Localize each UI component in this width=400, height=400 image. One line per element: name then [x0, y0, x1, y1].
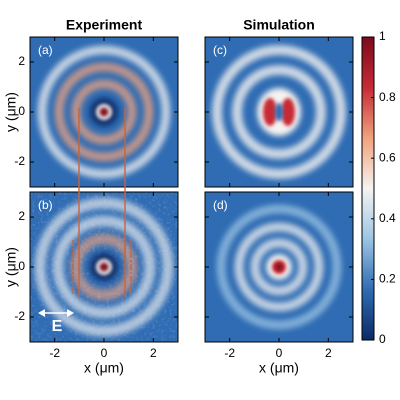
panel-title: Simulation	[243, 17, 315, 33]
center	[275, 103, 283, 121]
colorbar-tick-label: 0	[379, 332, 386, 346]
polarization-guides	[72, 108, 132, 297]
intensity-pattern	[37, 45, 171, 179]
core	[99, 262, 109, 272]
intensity-pattern	[30, 192, 178, 342]
panel-label: (a)	[38, 43, 53, 57]
ring	[232, 65, 326, 159]
plots: -2 0 2 Experiment (a) y (μm) -2 0 2 -2 0 2 (b) x (μm)…	[3, 17, 396, 376]
heatmap-panel	[205, 37, 353, 187]
lobe	[281, 98, 295, 126]
y-tick-label: 2	[18, 54, 25, 68]
colorbar-tick-label: 0.6	[379, 150, 396, 164]
intensity-pattern	[216, 204, 342, 330]
heatmap-panel	[30, 192, 178, 342]
y-tick-label: 2	[18, 209, 25, 223]
field-arrow	[38, 309, 74, 317]
x-tick-label: 2	[150, 346, 157, 360]
annotation: E	[52, 318, 63, 335]
y-axis-label: y (μm)	[3, 247, 19, 287]
lobe	[263, 98, 277, 126]
ring	[37, 45, 171, 179]
y-tick-label: 0	[18, 104, 25, 118]
x-axis-label: x (μm)	[84, 360, 124, 376]
ring	[250, 238, 308, 296]
colorbar-tick-label: 0.4	[379, 211, 396, 225]
ring	[71, 79, 137, 145]
core-peak	[275, 263, 283, 271]
colorbar-tick-label: 0.8	[379, 90, 396, 104]
colorbar-tick-label: 1	[379, 29, 386, 43]
x-axis-label: x (μm)	[259, 360, 299, 376]
x-tick-label: -2	[49, 346, 60, 360]
y-tick-label: -2	[14, 154, 25, 168]
y-tick-label: -2	[14, 309, 25, 323]
heatmap-panel	[30, 37, 178, 187]
panel-title: Experiment	[66, 17, 143, 33]
panel-label: (d)	[213, 198, 228, 212]
intensity-pattern	[212, 45, 346, 179]
colorbar	[361, 36, 375, 341]
x-tick-label: -2	[224, 346, 235, 360]
ring	[216, 204, 342, 330]
ring	[54, 62, 154, 162]
y-tick-label: 0	[18, 259, 25, 273]
y-axis-label: y (μm)	[3, 92, 19, 132]
ring	[234, 222, 324, 312]
core	[99, 107, 109, 117]
heatmap-panel	[205, 192, 353, 342]
x-tick-label: 0	[101, 346, 108, 360]
x-tick-label: 2	[325, 346, 332, 360]
panel-label: (c)	[213, 43, 227, 57]
colorbar-tick-label: 0.2	[379, 272, 396, 286]
ring	[212, 45, 346, 179]
panel-label: (b)	[38, 198, 53, 212]
x-tick-label: 0	[276, 346, 283, 360]
